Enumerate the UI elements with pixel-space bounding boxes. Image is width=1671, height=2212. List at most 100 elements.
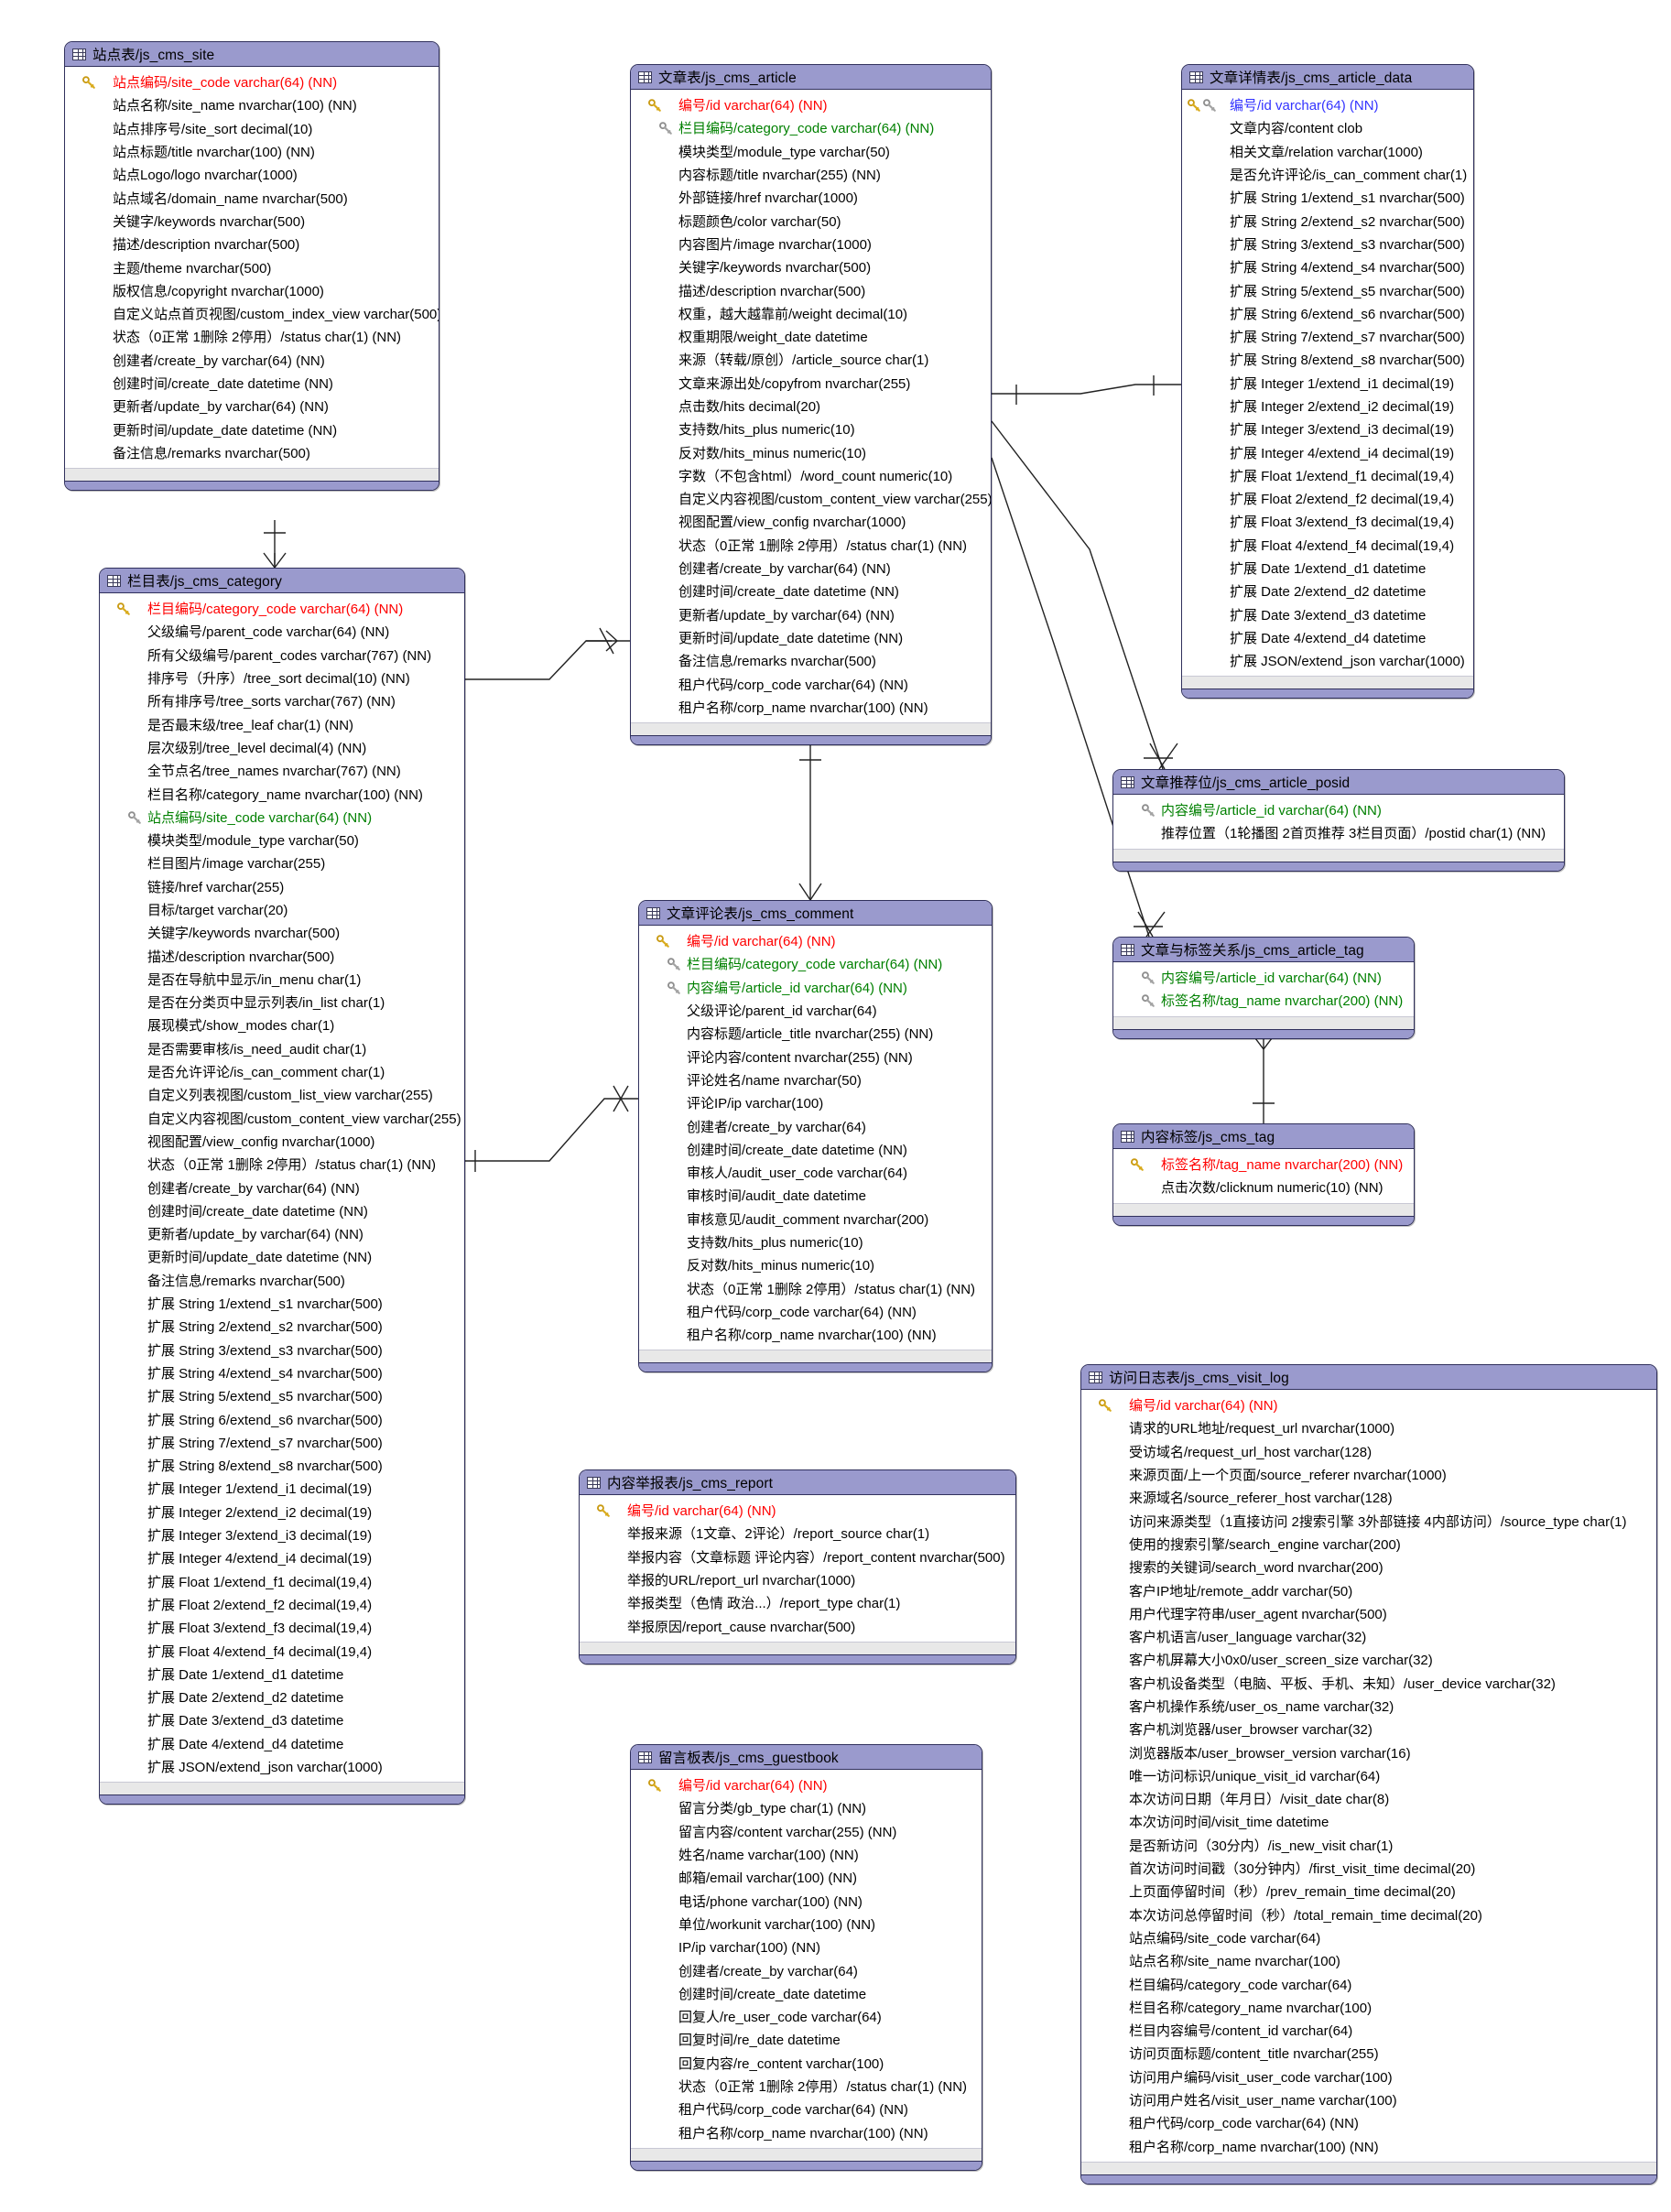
attribute-row[interactable]: 扩展 String 2/extend_s2 nvarchar(500) [100, 1316, 464, 1339]
attribute-row[interactable]: 审核人/audit_user_code varchar(64) [639, 1162, 992, 1185]
attribute-row[interactable]: 视图配置/view_config nvarchar(1000) [100, 1131, 464, 1154]
attribute-row[interactable]: 站点域名/domain_name nvarchar(500) [65, 187, 439, 210]
attribute-row[interactable]: 客户机浏览器/user_browser varchar(32) [1081, 1719, 1656, 1741]
attribute-row[interactable]: 扩展 Date 2/extend_d2 datetime [1182, 580, 1473, 603]
attribute-row[interactable]: 支持数/hits_plus numeric(10) [639, 1231, 992, 1254]
attribute-row[interactable]: IP/ip varchar(100) (NN) [631, 1936, 982, 1959]
attribute-row[interactable]: 租户代码/corp_code varchar(64) (NN) [631, 673, 991, 696]
attribute-row[interactable]: 扩展 String 1/extend_s1 nvarchar(500) [100, 1293, 464, 1316]
attribute-row[interactable]: 扩展 String 7/extend_s7 nvarchar(500) [1182, 326, 1473, 349]
attribute-row[interactable]: 扩展 Integer 4/extend_i4 decimal(19) [100, 1547, 464, 1570]
attribute-row[interactable]: 扩展 Integer 1/extend_i1 decimal(19) [100, 1478, 464, 1501]
attribute-row[interactable]: 租户代码/corp_code varchar(64) (NN) [639, 1301, 992, 1324]
attribute-row[interactable]: 编号/id varchar(64) (NN) [1182, 94, 1473, 117]
attribute-row[interactable]: 扩展 String 6/extend_s6 nvarchar(500) [100, 1408, 464, 1431]
attribute-row[interactable]: 外部链接/href nvarchar(1000) [631, 187, 991, 210]
attribute-row[interactable]: 自定义内容视图/custom_content_view varchar(255) [100, 1108, 464, 1131]
attribute-row[interactable]: 租户名称/corp_name nvarchar(100) (NN) [631, 697, 991, 720]
attribute-row[interactable]: 邮箱/email varchar(100) (NN) [631, 1867, 982, 1890]
attribute-row[interactable]: 描述/description nvarchar(500) [65, 233, 439, 256]
attribute-row[interactable]: 编号/id varchar(64) (NN) [1081, 1394, 1656, 1417]
attribute-row[interactable]: 创建者/create_by varchar(64) [639, 1115, 992, 1138]
attribute-row[interactable]: 扩展 String 7/extend_s7 nvarchar(500) [100, 1432, 464, 1455]
attribute-row[interactable]: 创建者/create_by varchar(64) (NN) [65, 350, 439, 373]
attribute-row[interactable]: 扩展 Integer 4/extend_i4 decimal(19) [1182, 441, 1473, 464]
attribute-row[interactable]: 视图配置/view_config nvarchar(1000) [631, 511, 991, 534]
entity-header-js_cms_report[interactable]: 内容举报表/js_cms_report [580, 1470, 1015, 1495]
attribute-row[interactable]: 描述/description nvarchar(500) [631, 279, 991, 302]
attribute-row[interactable]: 举报原因/report_cause nvarchar(500) [580, 1615, 1015, 1638]
attribute-row[interactable]: 创建时间/create_date datetime [631, 1983, 982, 2006]
attribute-row[interactable]: 创建时间/create_date datetime (NN) [639, 1139, 992, 1162]
attribute-row[interactable]: 扩展 Date 3/extend_d3 datetime [1182, 604, 1473, 627]
entity-header-js_cms_category[interactable]: 栏目表/js_cms_category [100, 569, 464, 593]
attribute-row[interactable]: 来源页面/上一个页面/source_referer nvarchar(1000) [1081, 1464, 1656, 1487]
attribute-row[interactable]: 点击次数/clicknum numeric(10) (NN) [1113, 1176, 1414, 1199]
attribute-row[interactable]: 自定义站点首页视图/custom_index_view varchar(500) [65, 303, 439, 326]
attribute-row[interactable]: 扩展 String 1/extend_s1 nvarchar(500) [1182, 187, 1473, 210]
attribute-row[interactable]: 受访域名/request_url_host varchar(128) [1081, 1441, 1656, 1464]
attribute-row[interactable]: 备注信息/remarks nvarchar(500) [631, 650, 991, 673]
attribute-row[interactable]: 举报来源（1文章、2评论）/report_source char(1) [580, 1523, 1015, 1545]
attribute-row[interactable]: 链接/href varchar(255) [100, 876, 464, 899]
entity-js_cms_visit_log[interactable]: 访问日志表/js_cms_visit_log 编号/id varchar(64) … [1080, 1364, 1657, 2185]
entity-header-js_cms_guestbook[interactable]: 留言板表/js_cms_guestbook [631, 1745, 982, 1770]
attribute-row[interactable]: 栏目编码/category_code varchar(64) (NN) [639, 953, 992, 976]
attribute-row[interactable]: 备注信息/remarks nvarchar(500) [100, 1270, 464, 1293]
attribute-row[interactable]: 浏览器版本/user_browser_version varchar(16) [1081, 1741, 1656, 1764]
attribute-row[interactable]: 模块类型/module_type varchar(50) [100, 830, 464, 852]
entity-js_cms_guestbook[interactable]: 留言板表/js_cms_guestbook 编号/id varchar(64) (… [630, 1744, 982, 2171]
attribute-row[interactable]: 首次访问时间戳（30分钟内）/first_visit_time decimal(… [1081, 1858, 1656, 1881]
attribute-row[interactable]: 内容标题/title nvarchar(255) (NN) [631, 164, 991, 187]
attribute-row[interactable]: 内容图片/image nvarchar(1000) [631, 233, 991, 256]
attribute-row[interactable]: 扩展 Date 1/extend_d1 datetime [100, 1664, 464, 1686]
attribute-row[interactable]: 站点名称/site_name nvarchar(100) [1081, 1950, 1656, 1973]
attribute-row[interactable]: 扩展 Float 4/extend_f4 decimal(19,4) [1182, 535, 1473, 558]
attribute-row[interactable]: 主题/theme nvarchar(500) [65, 256, 439, 279]
attribute-row[interactable]: 请求的URL地址/request_url nvarchar(1000) [1081, 1417, 1656, 1440]
attribute-row[interactable]: 租户名称/corp_name nvarchar(100) (NN) [639, 1324, 992, 1347]
attribute-row[interactable]: 扩展 Float 1/extend_f1 decimal(19,4) [100, 1570, 464, 1593]
attribute-row[interactable]: 创建时间/create_date datetime (NN) [631, 580, 991, 603]
attribute-row[interactable]: 更新者/update_by varchar(64) (NN) [100, 1223, 464, 1246]
attribute-row[interactable]: 站点标题/title nvarchar(100) (NN) [65, 141, 439, 164]
attribute-row[interactable]: 栏目名称/category_name nvarchar(100) [1081, 1997, 1656, 2020]
attribute-row[interactable]: 相关文章/relation varchar(1000) [1182, 141, 1473, 164]
attribute-row[interactable]: 搜索的关键词/search_word nvarchar(200) [1081, 1556, 1656, 1579]
attribute-row[interactable]: 父级评论/parent_id varchar(64) [639, 1000, 992, 1023]
attribute-row[interactable]: 扩展 String 5/extend_s5 nvarchar(500) [1182, 279, 1473, 302]
attribute-row[interactable]: 扩展 JSON/extend_json varchar(1000) [1182, 650, 1473, 673]
attribute-row[interactable]: 举报的URL/report_url nvarchar(1000) [580, 1569, 1015, 1592]
attribute-row[interactable]: 关键字/keywords nvarchar(500) [631, 256, 991, 279]
attribute-row[interactable]: 状态（0正常 1删除 2停用）/status char(1) (NN) [631, 535, 991, 558]
attribute-row[interactable]: 模块类型/module_type varchar(50) [631, 141, 991, 164]
attribute-row[interactable]: 唯一访问标识/unique_visit_id varchar(64) [1081, 1765, 1656, 1788]
attribute-row[interactable]: 支持数/hits_plus numeric(10) [631, 418, 991, 441]
attribute-row[interactable]: 内容编号/article_id varchar(64) (NN) [1113, 967, 1414, 990]
attribute-row[interactable]: 访问页面标题/content_title nvarchar(255) [1081, 2043, 1656, 2066]
attribute-row[interactable]: 字数（不包含html）/word_count numeric(10) [631, 465, 991, 488]
attribute-row[interactable]: 扩展 Integer 3/extend_i3 decimal(19) [1182, 418, 1473, 441]
attribute-row[interactable]: 备注信息/remarks nvarchar(500) [65, 442, 439, 465]
attribute-row[interactable]: 扩展 Integer 1/extend_i1 decimal(19) [1182, 373, 1473, 396]
attribute-row[interactable]: 客户机语言/user_language varchar(32) [1081, 1626, 1656, 1649]
attribute-row[interactable]: 姓名/name varchar(100) (NN) [631, 1844, 982, 1867]
attribute-row[interactable]: 本次访问时间/visit_time datetime [1081, 1811, 1656, 1834]
attribute-row[interactable]: 扩展 Float 3/extend_f3 decimal(19,4) [1182, 511, 1473, 534]
entity-header-js_cms_article_posid[interactable]: 文章推荐位/js_cms_article_posid [1113, 770, 1564, 795]
attribute-row[interactable]: 扩展 String 6/extend_s6 nvarchar(500) [1182, 303, 1473, 326]
attribute-row[interactable]: 访问来源类型（1直接访问 2搜索引擎 3外部链接 4内部访问）/source_t… [1081, 1510, 1656, 1533]
attribute-row[interactable]: 评论IP/ip varchar(100) [639, 1092, 992, 1115]
attribute-row[interactable]: 目标/target varchar(20) [100, 899, 464, 922]
attribute-row[interactable]: 自定义列表视图/custom_list_view varchar(255) [100, 1084, 464, 1107]
attribute-row[interactable]: 更新时间/update_date datetime (NN) [65, 418, 439, 441]
attribute-row[interactable]: 自定义内容视图/custom_content_view varchar(255) [631, 488, 991, 511]
attribute-row[interactable]: 客户机设备类型（电脑、平板、手机、未知）/user_device varchar… [1081, 1673, 1656, 1696]
entity-js_cms_article_posid[interactable]: 文章推荐位/js_cms_article_posid 内容编号/article_i… [1112, 769, 1565, 872]
entity-js_cms_article[interactable]: 文章表/js_cms_article 编号/id varchar(64) (NN)… [630, 64, 992, 746]
attribute-row[interactable]: 描述/description nvarchar(500) [100, 945, 464, 968]
attribute-row[interactable]: 是否在导航中显示/in_menu char(1) [100, 969, 464, 992]
entity-header-js_cms_comment[interactable]: 文章评论表/js_cms_comment [639, 901, 992, 926]
attribute-row[interactable]: 来源域名/source_referer_host varchar(128) [1081, 1487, 1656, 1510]
attribute-row[interactable]: 回复时间/re_date datetime [631, 2029, 982, 2052]
